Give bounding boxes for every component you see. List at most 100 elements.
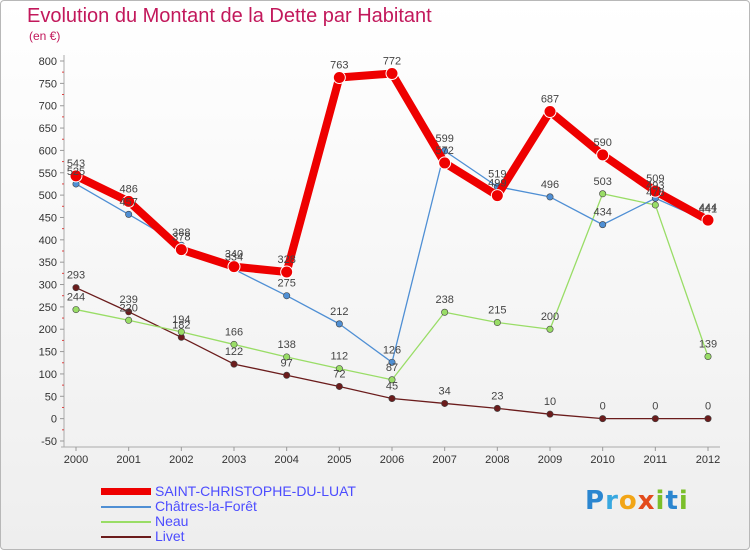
legend-label-neau: Neau bbox=[155, 513, 189, 529]
data-label-saint-christophe-du-luat: 687 bbox=[541, 94, 559, 106]
legend-label-saint-christophe: SAINT-CHRISTOPHE-DU-LUAT bbox=[155, 483, 356, 499]
data-label-saint-christophe-du-luat: 499 bbox=[488, 178, 506, 190]
x-tick-label: 2006 bbox=[380, 454, 404, 466]
legend-swatch-saint-christophe bbox=[101, 488, 151, 495]
data-label-chatres-la-foret: 434 bbox=[593, 207, 611, 219]
data-label-neau: 166 bbox=[225, 326, 243, 338]
data-label-saint-christophe-du-luat: 444 bbox=[699, 202, 717, 214]
y-tick-label: 100 bbox=[39, 369, 57, 381]
data-point bbox=[174, 243, 188, 257]
data-label-livet: 72 bbox=[333, 368, 345, 380]
x-tick-label: 2000 bbox=[64, 454, 88, 466]
data-label-livet: 0 bbox=[705, 401, 711, 413]
data-label-neau: 478 bbox=[646, 187, 664, 199]
data-label-neau: 244 bbox=[67, 292, 85, 304]
y-tick-label: 200 bbox=[39, 324, 57, 336]
y-tick-label: 300 bbox=[39, 280, 57, 292]
data-point bbox=[441, 308, 449, 316]
data-label-chatres-la-foret: 457 bbox=[119, 196, 137, 208]
data-label-livet: 122 bbox=[225, 346, 243, 358]
legend-item-livet[interactable]: Livet bbox=[101, 528, 401, 544]
data-label-neau: 200 bbox=[541, 311, 559, 323]
data-point bbox=[332, 71, 346, 85]
data-point bbox=[72, 306, 80, 314]
data-label-neau: 503 bbox=[593, 176, 611, 188]
data-label-neau: 138 bbox=[277, 339, 295, 351]
x-tick-label: 2005 bbox=[327, 454, 351, 466]
x-tick-label: 2007 bbox=[432, 454, 456, 466]
data-label-neau: 194 bbox=[172, 314, 190, 326]
legend-label-livet: Livet bbox=[155, 528, 185, 544]
data-point bbox=[388, 395, 396, 403]
data-point bbox=[543, 105, 557, 119]
data-point bbox=[335, 365, 343, 373]
data-point bbox=[69, 169, 83, 183]
data-label-chatres-la-foret: 212 bbox=[330, 306, 348, 318]
data-label-chatres-la-foret: 275 bbox=[277, 278, 295, 290]
y-tick-label: 0 bbox=[51, 414, 57, 426]
data-label-saint-christophe-du-luat: 509 bbox=[646, 173, 664, 185]
series-line-saint-christophe-du-luat bbox=[72, 69, 712, 277]
y-tick-label: 350 bbox=[39, 257, 57, 269]
data-label-livet: 10 bbox=[544, 396, 556, 408]
chart-subtitle: (en €) bbox=[29, 29, 61, 43]
data-label-chatres-la-foret: 493 bbox=[646, 180, 664, 192]
data-label-livet: 182 bbox=[172, 319, 190, 331]
x-tick-label: 2008 bbox=[485, 454, 509, 466]
y-tick-label: 550 bbox=[39, 168, 57, 180]
data-point bbox=[599, 190, 607, 198]
legend-label-chatres: Châtres-la-Forêt bbox=[155, 498, 257, 514]
data-label-saint-christophe-du-luat: 378 bbox=[172, 232, 190, 244]
data-label-chatres-la-foret: 126 bbox=[383, 344, 401, 356]
data-point bbox=[493, 319, 501, 327]
legend-item-chatres[interactable]: Châtres-la-Forêt bbox=[101, 498, 401, 514]
data-point bbox=[599, 415, 607, 423]
data-label-chatres-la-foret: 441 bbox=[699, 203, 717, 215]
data-point bbox=[230, 340, 238, 348]
data-point bbox=[546, 193, 554, 201]
data-point bbox=[227, 260, 241, 274]
chart-title: Evolution du Montant de la Dette par Hab… bbox=[27, 5, 432, 27]
data-point bbox=[596, 148, 610, 162]
data-label-chatres-la-foret: 496 bbox=[541, 179, 559, 191]
data-label-saint-christophe-du-luat: 590 bbox=[593, 137, 611, 149]
data-point bbox=[125, 316, 133, 324]
data-label-livet: 0 bbox=[600, 401, 606, 413]
data-label-saint-christophe-du-luat: 486 bbox=[119, 183, 137, 195]
legend-item-saint-christophe[interactable]: SAINT-CHRISTOPHE-DU-LUAT bbox=[101, 483, 401, 499]
data-label-livet: 293 bbox=[67, 270, 85, 282]
data-label-neau: 215 bbox=[488, 305, 506, 317]
data-point bbox=[651, 415, 659, 423]
data-label-saint-christophe-du-luat: 543 bbox=[67, 158, 85, 170]
x-tick-label: 2001 bbox=[116, 454, 140, 466]
data-label-livet: 23 bbox=[491, 390, 503, 402]
y-tick-label: 500 bbox=[39, 190, 57, 202]
data-label-chatres-la-foret: 525 bbox=[67, 166, 85, 178]
y-tick-label: 150 bbox=[39, 347, 57, 359]
data-point bbox=[438, 156, 452, 170]
x-tick-label: 2002 bbox=[169, 454, 193, 466]
x-tick-label: 2012 bbox=[696, 454, 720, 466]
series-chatres-la-foret bbox=[72, 147, 712, 366]
y-tick-label: -50 bbox=[41, 436, 57, 448]
x-tick-label: 2011 bbox=[644, 454, 668, 466]
y-tick-label: 650 bbox=[39, 123, 57, 135]
data-point bbox=[651, 201, 659, 209]
data-point bbox=[283, 371, 291, 379]
data-point bbox=[441, 399, 449, 407]
data-label-saint-christophe-du-luat: 328 bbox=[277, 254, 295, 266]
data-point bbox=[122, 194, 136, 208]
data-label-neau: 220 bbox=[119, 302, 137, 314]
data-label-saint-christophe-du-luat: 763 bbox=[330, 60, 348, 72]
data-label-livet: 34 bbox=[439, 385, 451, 397]
legend-item-neau[interactable]: Neau bbox=[101, 513, 401, 529]
proxiti-logo: Proxiti bbox=[585, 486, 689, 516]
data-point bbox=[385, 67, 399, 81]
data-label-neau: 112 bbox=[331, 351, 349, 363]
y-tick-label: 50 bbox=[45, 391, 57, 403]
data-point bbox=[335, 320, 343, 328]
legend-swatch-chatres bbox=[101, 506, 151, 508]
y-tick-label: 250 bbox=[39, 302, 57, 314]
